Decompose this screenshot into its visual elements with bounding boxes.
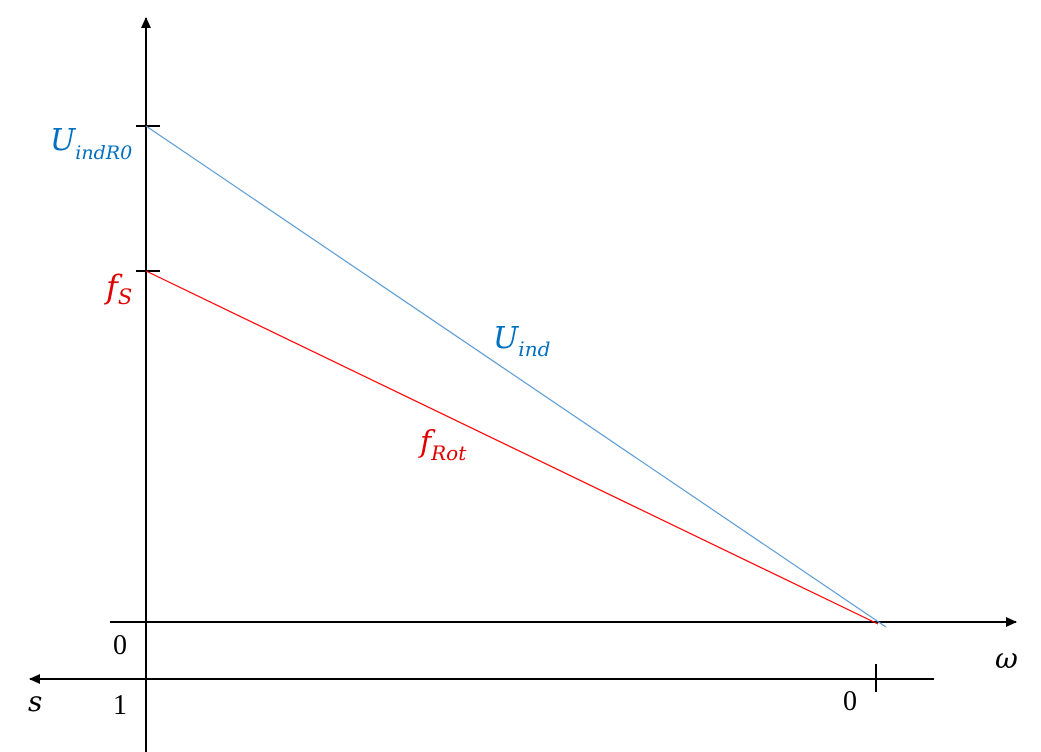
label-f-rot: fRot xyxy=(418,425,467,465)
label-slip-one: 1 xyxy=(113,690,127,721)
label-origin-zero: 0 xyxy=(113,630,127,661)
label-slip-zero: 0 xyxy=(843,686,857,717)
label-f-s: fS xyxy=(104,268,132,309)
u-ind-line xyxy=(145,125,887,628)
label-u-ind: Uind xyxy=(493,321,550,361)
label-omega: ω xyxy=(995,642,1018,675)
label-u-indr0: UindR0 xyxy=(50,123,132,164)
f-rot-line xyxy=(145,270,879,625)
label-s: s xyxy=(28,685,42,718)
